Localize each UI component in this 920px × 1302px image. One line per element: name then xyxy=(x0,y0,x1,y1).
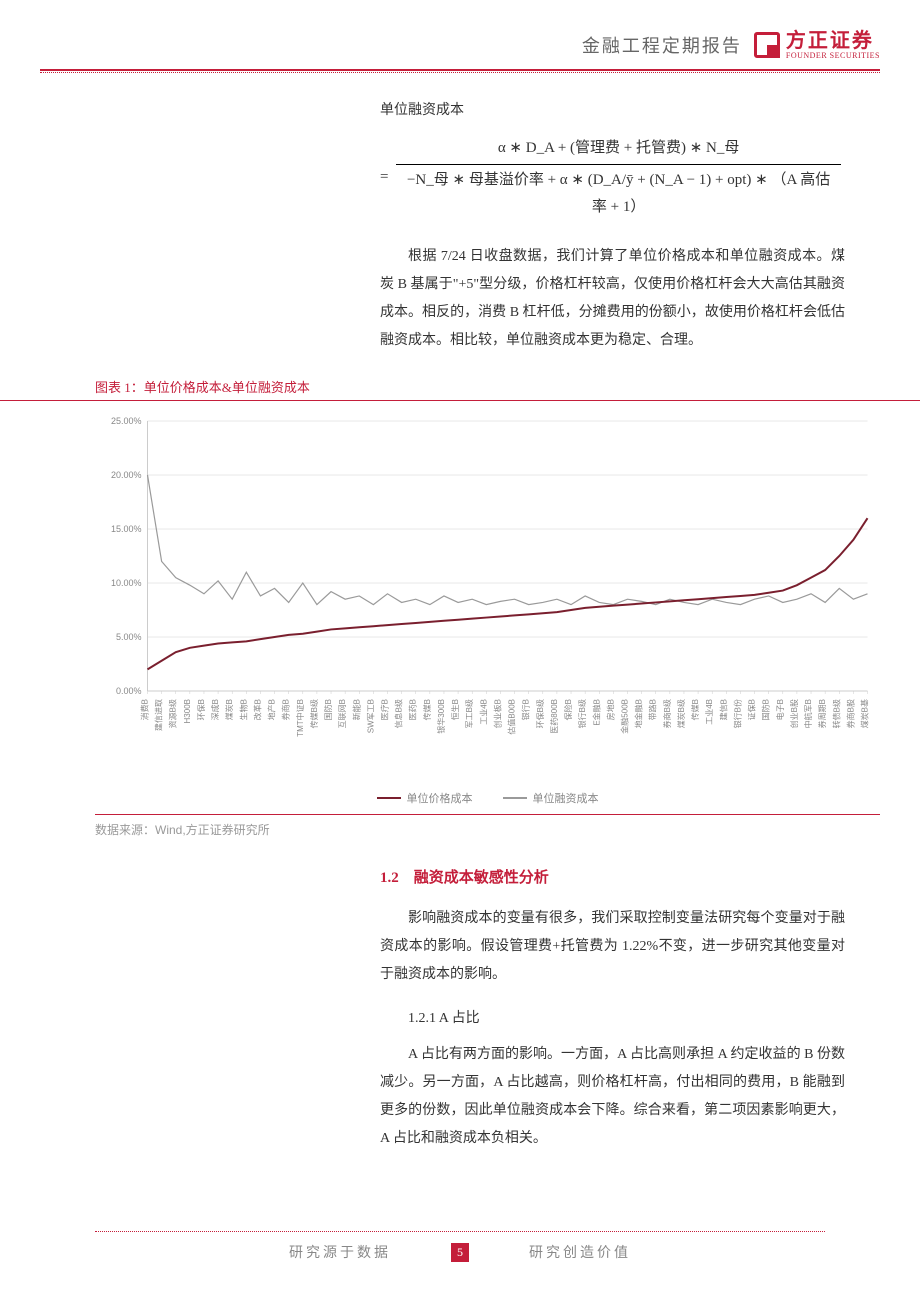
svg-text:金融500B: 金融500B xyxy=(620,699,630,734)
svg-text:电子B: 电子B xyxy=(775,699,785,720)
section-1-2-1-paragraph: A 占比有两方面的影响。一方面，A 占比高则承担 A 约定收益的 B 份数减少。… xyxy=(380,1041,845,1153)
svg-text:生物B: 生物B xyxy=(238,699,248,720)
cost-chart: 0.00% 5.00% 10.00% 15.00% 20.00% 25.00% 消费B 建信进… xyxy=(95,411,880,781)
logo-text-cn: 方正证券 xyxy=(786,30,880,52)
svg-text:地金融B: 地金融B xyxy=(634,699,644,728)
page-footer: 研究源于数据 5 研究创造价值 xyxy=(0,1231,920,1262)
chart-legend: 单位价格成本 单位融资成本 xyxy=(95,790,880,806)
legend-label-1: 单位价格成本 xyxy=(407,790,473,806)
header-title: 金融工程定期报告 xyxy=(582,32,742,58)
svg-text:银行B份: 银行B份 xyxy=(732,699,742,728)
section-1-2-1-heading: 1.2.1 A 占比 xyxy=(380,1007,845,1027)
svg-text:工业4B: 工业4B xyxy=(704,699,714,725)
svg-text:25.00%: 25.00% xyxy=(111,416,142,426)
svg-text:5.00%: 5.00% xyxy=(116,632,142,642)
svg-text:新能B: 新能B xyxy=(351,699,361,720)
svg-text:创业板B: 创业板B xyxy=(492,699,502,728)
svg-text:医药B: 医药B xyxy=(408,699,418,720)
svg-text:互联网B: 互联网B xyxy=(338,699,347,728)
svg-text:E金融B: E金融B xyxy=(591,699,601,726)
chart-source: 数据来源：Wind,方正证券研究所 xyxy=(0,815,920,838)
svg-text:煤炭B级: 煤炭B级 xyxy=(676,699,686,728)
svg-text:转债B级: 转债B级 xyxy=(831,699,841,728)
svg-text:环保B级: 环保B级 xyxy=(535,699,545,728)
svg-text:传媒B级: 传媒B级 xyxy=(309,699,319,728)
svg-text:TMT中证B: TMT中证B xyxy=(295,699,305,737)
formula-numerator: α ∗ D_A + (管理费 + 托管费) ∗ N_母 xyxy=(396,133,841,165)
legend-item-1: 单位价格成本 xyxy=(377,790,473,806)
svg-text:房地B: 房地B xyxy=(605,699,615,720)
company-logo: 方正证券 FOUNDER SECURITIES xyxy=(754,30,880,61)
svg-text:恒生B: 恒生B xyxy=(450,699,460,720)
svg-text:中航军B: 中航军B xyxy=(803,699,813,728)
svg-text:0.00%: 0.00% xyxy=(116,686,142,696)
svg-text:券商B级: 券商B级 xyxy=(662,699,672,728)
svg-text:地产B: 地产B xyxy=(267,699,277,720)
svg-text:传媒B: 传媒B xyxy=(422,699,432,720)
svg-text:带路B: 带路B xyxy=(648,699,658,720)
footer-right: 研究创造价值 xyxy=(529,1242,631,1262)
svg-text:工业4B: 工业4B xyxy=(478,699,488,725)
formula-equation: = α ∗ D_A + (管理费 + 托管费) ∗ N_母 −N_母 ∗ 母基溢… xyxy=(380,133,845,223)
formula-denominator: −N_母 ∗ 母基溢价率 + α ∗ (D_A/ȳ + (N_A − 1) + … xyxy=(396,165,841,223)
svg-text:券商B股: 券商B股 xyxy=(845,699,855,728)
svg-text:军工B级: 军工B级 xyxy=(464,699,474,728)
svg-text:银行B级: 银行B级 xyxy=(577,699,587,728)
svg-text:银华300B: 银华300B xyxy=(436,699,446,734)
svg-text:国防B: 国防B xyxy=(761,699,771,720)
svg-text:煤炭B基: 煤炭B基 xyxy=(860,699,870,728)
logo-text-en: FOUNDER SECURITIES xyxy=(786,52,880,61)
svg-text:H300B: H300B xyxy=(183,699,192,723)
svg-text:建信B: 建信B xyxy=(718,699,728,720)
svg-text:消费B: 消费B xyxy=(140,699,150,720)
svg-text:资源B级: 资源B级 xyxy=(168,699,178,728)
svg-text:国防B: 国防B xyxy=(323,699,333,720)
svg-text:医药800B: 医药800B xyxy=(549,699,559,734)
svg-text:医疗B: 医疗B xyxy=(380,699,390,720)
formula-title: 单位融资成本 xyxy=(380,98,845,123)
formula-block: 单位融资成本 = α ∗ D_A + (管理费 + 托管费) ∗ N_母 −N_… xyxy=(380,98,845,223)
svg-text:环保B: 环保B xyxy=(196,699,206,720)
svg-text:券商B: 券商B xyxy=(281,699,291,720)
section-1-2-heading: 1.2 融资成本敏感性分析 xyxy=(380,866,845,887)
footer-left: 研究源于数据 xyxy=(289,1242,391,1262)
chart-container: 0.00% 5.00% 10.00% 15.00% 20.00% 25.00% 消费B 建信进… xyxy=(0,401,920,806)
logo-icon xyxy=(754,32,780,58)
svg-text:20.00%: 20.00% xyxy=(111,470,142,480)
legend-swatch-2 xyxy=(503,797,527,799)
svg-text:估值B00B: 估值B00B xyxy=(507,699,517,735)
svg-text:改革B: 改革B xyxy=(252,699,262,720)
svg-text:创业B股: 创业B股 xyxy=(789,699,799,728)
svg-text:保险B: 保险B xyxy=(563,699,573,720)
svg-text:煤炭B: 煤炭B xyxy=(224,699,234,720)
svg-text:银行B: 银行B xyxy=(521,699,531,720)
svg-text:SW军工B: SW军工B xyxy=(366,699,375,733)
section-1-2-paragraph: 影响融资成本的变量有很多，我们采取控制变量法研究每个变量对于融资成本的影响。假设… xyxy=(380,905,845,989)
paragraph-1: 根据 7/24 日收盘数据，我们计算了单位价格成本和单位融资成本。煤炭 B 基属… xyxy=(380,243,845,355)
footer-divider xyxy=(95,1231,825,1232)
svg-text:券周期B: 券周期B xyxy=(817,699,827,728)
svg-text:10.00%: 10.00% xyxy=(111,578,142,588)
chart-title: 图表 1：单位价格成本&单位融资成本 xyxy=(0,373,920,401)
legend-label-2: 单位融资成本 xyxy=(533,790,599,806)
svg-text:15.00%: 15.00% xyxy=(111,524,142,534)
svg-text:传媒B: 传媒B xyxy=(690,699,700,720)
legend-swatch-1 xyxy=(377,797,401,799)
page-header: 金融工程定期报告 方正证券 FOUNDER SECURITIES xyxy=(0,0,920,69)
svg-text:深成B: 深成B xyxy=(210,699,220,720)
svg-text:证保B: 证保B xyxy=(747,699,757,720)
page-number: 5 xyxy=(451,1243,469,1262)
legend-item-2: 单位融资成本 xyxy=(503,790,599,806)
svg-text:建信进取: 建信进取 xyxy=(154,699,164,731)
svg-text:信息B级: 信息B级 xyxy=(394,699,404,728)
